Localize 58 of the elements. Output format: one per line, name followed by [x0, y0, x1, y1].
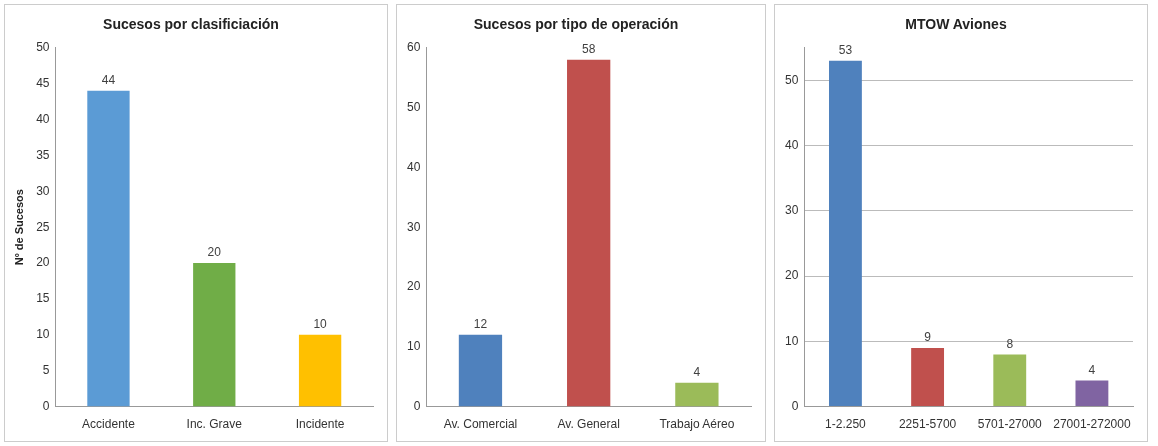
y-tick-label: 10: [406, 339, 421, 354]
data-label: 20: [207, 245, 222, 260]
data-label: 4: [1088, 362, 1096, 377]
x-tick-label: Inc. Grave: [186, 417, 243, 432]
x-tick-label: Av. General: [557, 417, 620, 432]
x-tick-label: 1-2.250: [825, 417, 867, 432]
data-label: 10: [313, 317, 328, 332]
x-tick-label: Av. Comercial: [443, 417, 518, 432]
y-tick-label: 50: [406, 99, 421, 114]
y-tick-label: 60: [406, 40, 421, 55]
y-tick-label: 50: [36, 40, 50, 55]
y-tick-label: 20: [36, 255, 50, 270]
y-tick-label: 30: [406, 219, 421, 234]
y-tick-label: 20: [406, 279, 421, 294]
y-tick-label: 15: [36, 291, 50, 306]
y-tick-label: 30: [36, 183, 50, 198]
bar: [993, 354, 1027, 407]
y-tick-label: 40: [36, 111, 50, 126]
data-label: 44: [101, 73, 116, 88]
y-tick-label: 45: [36, 75, 50, 90]
chart-title: Sucesos por clasificiación: [103, 16, 279, 33]
data-label: 53: [838, 43, 853, 58]
y-tick-label: 35: [36, 147, 50, 162]
y-tick-label: 40: [406, 159, 421, 174]
y-tick-label: 10: [784, 333, 799, 348]
data-label: 8: [1006, 336, 1014, 351]
bar: [87, 90, 130, 407]
y-tick-label: 10: [36, 327, 50, 342]
y-tick-label: 0: [791, 398, 799, 413]
x-tick-label: 5701-27000: [977, 417, 1043, 432]
y-tick-label: 30: [784, 203, 799, 218]
y-tick-label: 40: [784, 137, 799, 152]
x-tick-label: 27001-272000: [1053, 417, 1131, 432]
data-label: 12: [473, 317, 488, 332]
x-tick-label: Trabajo Aéreo: [659, 417, 735, 432]
chart-title: Sucesos por tipo de operación: [473, 16, 679, 33]
chart-title: MTOW Aviones: [905, 16, 1007, 33]
bar: [193, 263, 236, 407]
y-tick-label: 5: [42, 363, 50, 378]
data-label: 9: [924, 330, 932, 345]
bar: [458, 334, 503, 407]
y-axis-title: Nº de Sucesos: [12, 189, 25, 266]
y-tick-label: 50: [784, 72, 799, 87]
x-tick-label: 2251-5700: [898, 417, 957, 432]
x-tick-label: Incidente: [295, 417, 345, 432]
bar: [567, 59, 611, 407]
bar: [675, 382, 719, 407]
data-label: 4: [693, 364, 701, 379]
y-tick-label: 0: [413, 398, 421, 413]
x-tick-label: Accidente: [82, 417, 136, 432]
bar: [298, 334, 342, 407]
bar: [911, 347, 945, 407]
data-label: 58: [581, 42, 596, 57]
bar: [1075, 380, 1109, 407]
y-tick-label: 25: [36, 219, 50, 234]
bar: [829, 60, 862, 407]
y-tick-label: 20: [784, 268, 799, 283]
y-tick-label: 0: [42, 398, 50, 413]
